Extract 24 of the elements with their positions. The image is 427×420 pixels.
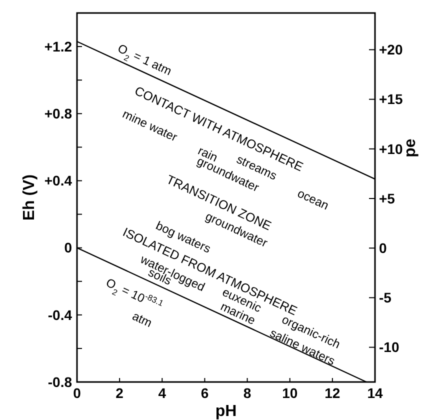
x-tick-label: 4 [158,385,166,401]
y2-tick-label: +10 [379,140,403,157]
y-tick-label: +0.4 [44,172,72,189]
y2-tick-label: 0 [379,240,387,256]
x-tick-label: 12 [324,385,340,401]
y2-tick-label: -10 [379,339,400,356]
x-tick-label: 8 [243,385,252,401]
y-tick-label: -0.8 [48,374,72,390]
y-tick-label: +1.2 [44,38,72,54]
y2-tick-label: +5 [379,190,396,206]
y2-tick-label: -5 [379,290,392,306]
x-tick-label: 14 [367,385,383,401]
y-axis-title: Eh (V) [21,174,38,221]
x-tick-label: 6 [200,385,209,401]
y2-axis-title: pe [402,138,419,158]
x-tick-label: 2 [116,385,124,401]
y-tick-label: -0.4 [48,306,72,323]
y2-tick-label: +15 [379,91,403,108]
y-tick-label: +0.8 [44,106,72,122]
y2-tick-label: +20 [379,42,403,58]
x-axis-title: pH [215,403,237,420]
annotation: ocean [295,186,331,213]
y-tick-label: 0 [64,240,72,256]
x-tick-label: 10 [282,385,298,401]
